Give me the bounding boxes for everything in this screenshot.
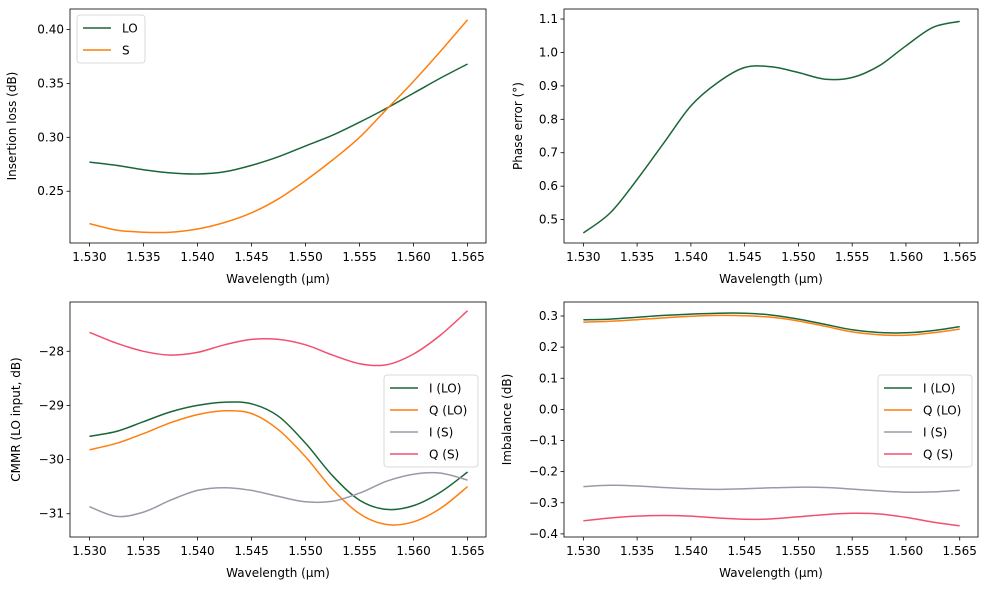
legend: I (LO) Q (LO) I (S) Q (S) xyxy=(383,374,479,468)
legend-label: I (S) xyxy=(429,426,453,440)
x-tick-label: 1.545 xyxy=(727,250,761,264)
legend-label: Q (S) xyxy=(923,448,953,462)
subplot-4: 1.530 1.535 1.540 1.545 1.550 1.555 1.560 1.565… xyxy=(500,301,979,580)
y-tick-label: 0.3 xyxy=(539,309,558,323)
x-tick-label: 1.550 xyxy=(288,250,322,264)
y-tick-label: 1.1 xyxy=(539,12,558,26)
y-axis-label: CMMR (LO input, dB) xyxy=(9,357,23,481)
y-axis-label: Phase error (°) xyxy=(511,82,525,170)
legend-label: I (S) xyxy=(923,426,947,440)
subplot-2: 1.530 1.535 1.540 1.545 1.550 1.555 1.560 1.565… xyxy=(511,8,979,286)
x-tick-label: 1.565 xyxy=(450,544,484,558)
x-tick-label: 1.530 xyxy=(566,544,600,558)
y-tick-label: 0.7 xyxy=(539,146,558,160)
y-tick-label: 0.25 xyxy=(37,184,64,198)
x-tick-label: 1.540 xyxy=(180,544,214,558)
axes-frame xyxy=(69,8,487,244)
y-tick-label: 1.0 xyxy=(539,45,558,59)
y-tick-label: 0.5 xyxy=(539,213,558,227)
y-tick-label: 0.1 xyxy=(539,371,558,385)
legend-label: Q (S) xyxy=(429,448,459,462)
y-tick-label: 0.6 xyxy=(539,179,558,193)
x-tick-label: 1.555 xyxy=(342,250,376,264)
y-tick-label: −0.1 xyxy=(529,434,558,448)
y-tick-label: 0.8 xyxy=(539,112,558,126)
legend-label: I (LO) xyxy=(429,382,461,396)
series-line-i-s- xyxy=(89,471,468,518)
axes-frame xyxy=(69,301,487,538)
axes-frame xyxy=(563,301,979,538)
legend-label: S xyxy=(122,44,130,58)
x-tick-label: 1.535 xyxy=(126,250,160,264)
y-tick-label: 0.35 xyxy=(37,76,64,90)
y-tick-label: −29 xyxy=(39,398,64,412)
series-line-i-s- xyxy=(583,484,960,493)
x-tick-label: 1.535 xyxy=(620,250,654,264)
x-tick-label: 1.530 xyxy=(72,544,106,558)
y-tick-label: 0.2 xyxy=(539,340,558,354)
x-tick-label: 1.555 xyxy=(835,250,869,264)
x-tick-label: 1.560 xyxy=(396,250,430,264)
x-tick-label: 1.535 xyxy=(620,544,654,558)
x-axis-label: Wavelength (µm) xyxy=(719,272,823,286)
x-tick-label: 1.560 xyxy=(396,544,430,558)
y-tick-label: −0.4 xyxy=(529,527,558,541)
legend-box xyxy=(877,374,973,468)
legend-box xyxy=(383,374,479,468)
series-line-i-lo- xyxy=(89,401,469,511)
series-line-s xyxy=(89,19,469,234)
x-tick-label: 1.555 xyxy=(835,544,869,558)
x-tick-label: 1.565 xyxy=(450,250,484,264)
x-tick-label: 1.565 xyxy=(943,250,977,264)
x-tick-label: 1.545 xyxy=(234,250,268,264)
x-tick-label: 1.540 xyxy=(674,544,708,558)
x-axis-label: Wavelength (µm) xyxy=(226,272,330,286)
axes-frame xyxy=(563,8,979,244)
x-tick-label: 1.550 xyxy=(781,250,815,264)
legend-label: LO xyxy=(122,22,138,36)
x-tick-label: 1.530 xyxy=(72,250,106,264)
y-tick-label: 0.0 xyxy=(539,402,558,416)
legend-label: Q (LO) xyxy=(923,404,961,418)
y-axis-label: Imbalance (dB) xyxy=(500,374,514,466)
series-line-i-lo- xyxy=(583,312,960,334)
y-tick-label: −0.3 xyxy=(529,496,558,510)
x-tick-label: 1.560 xyxy=(889,250,923,264)
series-line-q-lo- xyxy=(89,409,469,526)
x-tick-label: 1.540 xyxy=(674,250,708,264)
x-tick-label: 1.540 xyxy=(180,250,214,264)
y-tick-label: 0.40 xyxy=(37,22,64,36)
x-tick-label: 1.555 xyxy=(342,544,376,558)
x-tick-label: 1.560 xyxy=(889,544,923,558)
y-tick-label: −31 xyxy=(39,507,64,521)
x-tick-label: 1.530 xyxy=(566,250,600,264)
y-tick-label: −0.2 xyxy=(529,465,558,479)
x-tick-label: 1.565 xyxy=(943,544,977,558)
x-axis-label: Wavelength (µm) xyxy=(719,566,823,580)
series-line xyxy=(582,20,960,234)
x-tick-label: 1.535 xyxy=(126,544,160,558)
series-line-q-lo- xyxy=(583,314,960,337)
series-line-lo xyxy=(89,63,468,175)
y-tick-label: 0.30 xyxy=(37,130,64,144)
series-line-q-s- xyxy=(89,310,469,367)
legend: I (LO) Q (LO) I (S) Q (S) xyxy=(877,374,973,468)
legend: LO S xyxy=(76,14,146,64)
x-tick-label: 1.545 xyxy=(727,544,761,558)
y-tick-label: −30 xyxy=(39,453,64,467)
legend-box xyxy=(76,14,146,64)
y-tick-label: −28 xyxy=(39,344,64,358)
legend-label: Q (LO) xyxy=(429,404,467,418)
legend-label: I (LO) xyxy=(923,382,955,396)
x-tick-label: 1.545 xyxy=(234,544,268,558)
x-tick-label: 1.550 xyxy=(288,544,322,558)
y-tick-label: 0.9 xyxy=(539,79,558,93)
subplot-1: 1.530 1.535 1.540 1.545 1.550 1.555 1.560 1.565… xyxy=(5,8,487,286)
series-line-q-s- xyxy=(583,512,960,527)
x-tick-label: 1.550 xyxy=(781,544,815,558)
x-axis-label: Wavelength (µm) xyxy=(226,566,330,580)
y-axis-label: Insertion loss (dB) xyxy=(5,72,19,181)
subplot-3: 1.530 1.535 1.540 1.545 1.550 1.555 1.560 1.565… xyxy=(9,301,487,580)
